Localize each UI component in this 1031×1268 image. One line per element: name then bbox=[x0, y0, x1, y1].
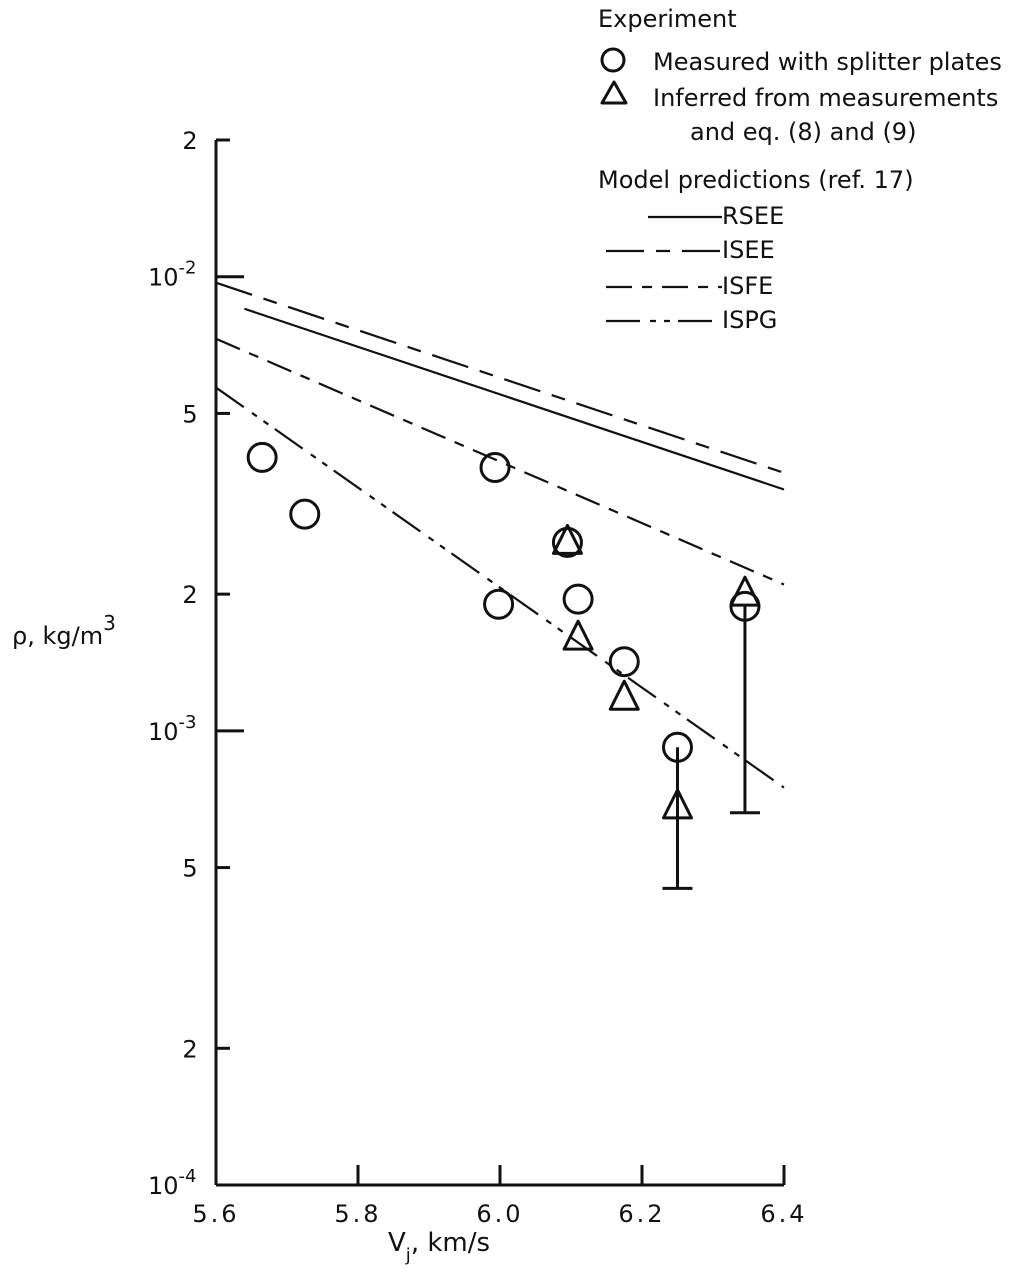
model-line-isee bbox=[215, 281, 785, 474]
legend-ispg-label: ISPG bbox=[722, 306, 777, 334]
legend-inferred-label-line1: Inferred from measurements bbox=[653, 84, 998, 112]
model-line-ispg bbox=[215, 386, 785, 789]
inferred-point bbox=[562, 619, 594, 651]
measured-point bbox=[479, 452, 511, 484]
x-tick-label: 5.6 bbox=[192, 1200, 239, 1228]
inferred-point bbox=[608, 679, 640, 711]
legend-circle-icon bbox=[600, 47, 626, 73]
legend-model-title: Model predictions (ref. 17) bbox=[598, 166, 914, 194]
y-tick-label: 10-2 bbox=[148, 258, 197, 292]
model-prediction-lines bbox=[215, 281, 785, 789]
inferred-point bbox=[729, 575, 761, 607]
y-tick-label-base: 10 bbox=[148, 264, 179, 292]
y-tick-label: 2 bbox=[182, 581, 197, 609]
y-tick-label: 10-3 bbox=[148, 712, 197, 746]
y-tick-label: 5 bbox=[182, 855, 197, 883]
inferred-point bbox=[551, 523, 583, 555]
legend-rsee-label: RSEE bbox=[722, 202, 784, 230]
x-axis-label: Vj, km/s bbox=[388, 1228, 490, 1266]
measured-point bbox=[662, 731, 693, 763]
x-tick-label: 5.8 bbox=[334, 1200, 381, 1228]
inferred-point bbox=[662, 788, 693, 820]
x-tick-label: 6.0 bbox=[476, 1200, 523, 1228]
legend: Experiment Measured with splitter plates… bbox=[598, 5, 1002, 334]
y-tick-label-exponent: -2 bbox=[179, 258, 197, 279]
y-axis-label-main: ρ, kg/m bbox=[12, 622, 103, 650]
measured-point bbox=[246, 441, 278, 473]
measured-point bbox=[289, 498, 321, 530]
error-bars bbox=[662, 606, 760, 890]
x-axis-label-subscript: j bbox=[405, 1245, 411, 1266]
plot-area bbox=[214, 140, 784, 1187]
legend-triangle-icon bbox=[600, 80, 628, 105]
y-axis-label-superscript: 3 bbox=[103, 611, 116, 635]
model-line-rsee bbox=[244, 307, 785, 491]
legend-isee-label: ISEE bbox=[722, 236, 775, 264]
x-tick-label: 6.4 bbox=[760, 1200, 807, 1228]
y-tick-label-exponent: -4 bbox=[179, 1166, 197, 1187]
x-tick-label: 6.2 bbox=[618, 1200, 665, 1228]
experiment-markers bbox=[246, 441, 761, 820]
x-axis-label-unit: , km/s bbox=[411, 1228, 490, 1258]
measured-point bbox=[483, 588, 515, 620]
legend-inferred-label-line2: and eq. (8) and (9) bbox=[690, 118, 916, 146]
y-tick-label: 2 bbox=[182, 127, 197, 155]
y-tick-label-base: 10 bbox=[148, 1172, 179, 1200]
y-tick-label: 10-4 bbox=[148, 1166, 197, 1200]
x-axis-label-main: V bbox=[388, 1228, 406, 1258]
y-axis-label: ρ, kg/m3 bbox=[12, 611, 116, 650]
y-tick-label: 2 bbox=[182, 1035, 197, 1063]
legend-measured-label: Measured with splitter plates bbox=[653, 48, 1002, 76]
y-tick-label-base: 10 bbox=[148, 718, 179, 746]
y-tick-label: 5 bbox=[182, 400, 197, 428]
legend-experiment-title: Experiment bbox=[598, 5, 737, 33]
legend-isfe-label: ISFE bbox=[722, 272, 773, 300]
measured-point bbox=[608, 646, 640, 678]
y-tick-label-exponent: -3 bbox=[179, 712, 197, 733]
axis-labels: ρ, kg/m3 Vj, km/s bbox=[12, 611, 490, 1266]
measured-point bbox=[562, 583, 594, 615]
model-line-isfe bbox=[215, 337, 785, 586]
